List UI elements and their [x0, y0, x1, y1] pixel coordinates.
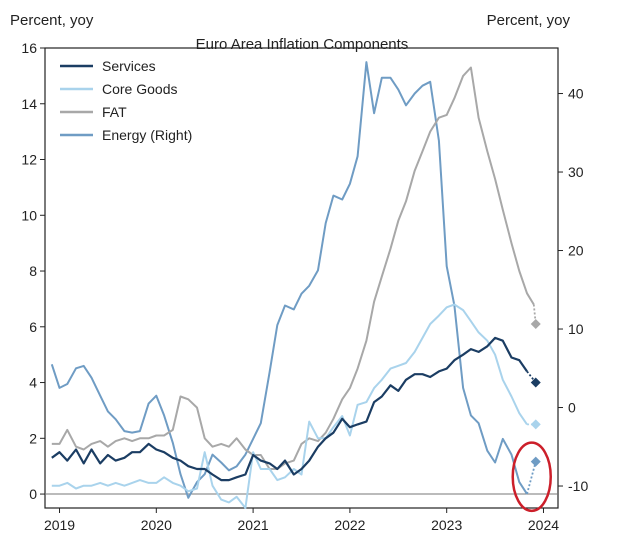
energy-latest-marker — [530, 456, 541, 467]
axis-ticks: 0 2 4 6 8 10 12 14 16 -10 0 10 20 30 40 2019 2020 2021 202… — [21, 40, 588, 533]
right-tick-label: 20 — [568, 243, 584, 259]
legend-label-energy-right: Energy (Right) — [102, 127, 192, 143]
services-line — [51, 336, 528, 482]
right-tick-label: 30 — [568, 164, 584, 180]
left-tick-label: 0 — [29, 486, 37, 502]
legend-label-core-goods: Core Goods — [102, 81, 177, 97]
left-tick-label: 16 — [21, 40, 37, 56]
left-tick-label: 14 — [21, 96, 37, 112]
legend-label-fat: FAT — [102, 104, 127, 120]
x-tick-label: 2020 — [141, 517, 172, 533]
x-tick-label: 2021 — [238, 517, 269, 533]
legend: Services Core Goods FAT Energy (Right) — [60, 58, 192, 143]
services-latest-marker — [530, 377, 541, 388]
core-goods-latest-marker — [530, 419, 541, 430]
left-tick-label: 10 — [21, 207, 37, 223]
left-tick-label: 4 — [29, 375, 37, 391]
energy-latest-connector — [526, 461, 537, 495]
x-tick-label: 2024 — [528, 517, 559, 533]
x-tick-label: 2023 — [431, 517, 462, 533]
right-tick-label: 40 — [568, 86, 584, 102]
left-tick-label: 6 — [29, 319, 37, 335]
legend-label-services: Services — [102, 58, 156, 74]
right-tick-label: -10 — [568, 478, 588, 494]
series-lines — [50, 61, 535, 509]
left-tick-label: 8 — [29, 263, 37, 279]
plot-frame — [44, 47, 559, 509]
core-goods-line — [51, 303, 528, 509]
right-tick-label: 10 — [568, 321, 584, 337]
left-tick-label: 2 — [29, 430, 37, 446]
x-tick-label: 2022 — [334, 517, 365, 533]
x-tick-label: 2019 — [44, 517, 75, 533]
fat-latest-marker — [530, 319, 541, 329]
right-tick-label: 0 — [568, 400, 576, 416]
end-markers — [526, 304, 541, 495]
left-tick-label: 12 — [21, 152, 37, 168]
left-axis-title: Percent, yoy — [10, 12, 94, 29]
fat-line — [51, 66, 535, 470]
highlight-circle — [511, 441, 552, 513]
energy-right-line — [50, 61, 528, 499]
chart-title: Euro Area Inflation Components — [196, 36, 409, 53]
right-axis-title: Percent, yoy — [487, 12, 571, 29]
